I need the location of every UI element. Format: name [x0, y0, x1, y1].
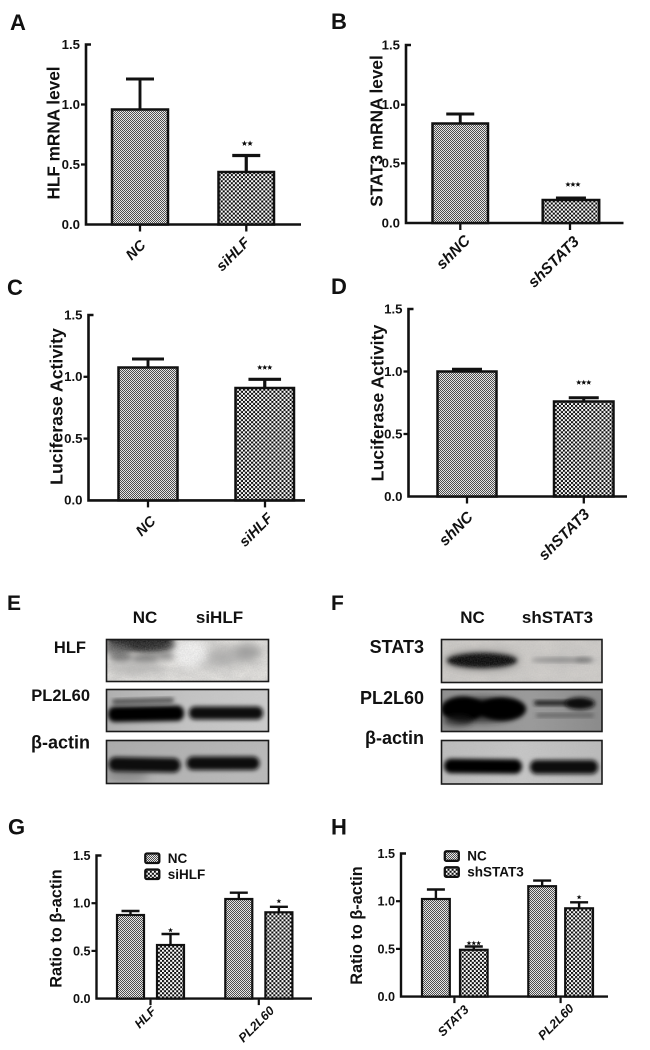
svg-text:NC: NC: [168, 851, 188, 866]
svg-text:1.5: 1.5: [382, 37, 400, 52]
svg-text:0.5: 0.5: [382, 156, 400, 171]
svg-text:C: C: [7, 275, 23, 300]
svg-text:0.0: 0.0: [73, 992, 91, 1006]
svg-text:E: E: [7, 592, 21, 615]
svg-text:shSTAT3: shSTAT3: [522, 608, 593, 627]
svg-text:shSTAT3: shSTAT3: [467, 865, 524, 880]
svg-text:STAT3: STAT3: [370, 637, 424, 657]
svg-text:NC: NC: [133, 608, 158, 627]
svg-text:siHLF: siHLF: [196, 608, 243, 627]
svg-text:H: H: [331, 815, 347, 840]
svg-text:0.5: 0.5: [64, 431, 82, 446]
svg-text:0.5: 0.5: [73, 944, 91, 958]
svg-text:HLF: HLF: [54, 639, 86, 657]
svg-text:PL2L60: PL2L60: [31, 687, 90, 705]
svg-text:G: G: [8, 815, 25, 840]
svg-text:0.5: 0.5: [384, 426, 402, 441]
svg-text:NC: NC: [467, 849, 487, 864]
svg-text:Ratio to β-actin: Ratio to β-actin: [348, 866, 366, 984]
svg-text:B: B: [331, 9, 347, 34]
svg-text:1.0: 1.0: [64, 369, 82, 384]
svg-text:0.0: 0.0: [64, 493, 82, 508]
svg-text:0.0: 0.0: [382, 215, 400, 230]
svg-text:1.0: 1.0: [382, 97, 400, 112]
svg-text:F: F: [331, 592, 344, 615]
svg-text:D: D: [331, 274, 347, 299]
svg-text:0.5: 0.5: [377, 942, 395, 956]
svg-text:1.0: 1.0: [377, 895, 395, 909]
svg-text:1.0: 1.0: [73, 897, 91, 911]
svg-text:Ratio to β-actin: Ratio to β-actin: [48, 869, 66, 987]
svg-text:HLF mRNA level: HLF mRNA level: [44, 66, 64, 199]
svg-text:β-actin: β-actin: [31, 733, 90, 753]
svg-text:1.0: 1.0: [62, 97, 80, 112]
svg-text:NC: NC: [460, 608, 485, 627]
svg-text:1.5: 1.5: [64, 307, 82, 322]
svg-text:1.5: 1.5: [73, 849, 91, 863]
svg-text:Luciferase Activity: Luciferase Activity: [368, 325, 388, 482]
svg-text:0.0: 0.0: [384, 489, 402, 504]
svg-text:1.5: 1.5: [62, 37, 80, 52]
svg-text:siHLF: siHLF: [168, 867, 206, 882]
svg-text:PL2L60: PL2L60: [360, 688, 424, 708]
svg-text:STAT3 mRNA level: STAT3 mRNA level: [367, 55, 387, 207]
svg-text:A: A: [10, 10, 26, 35]
svg-text:1.5: 1.5: [384, 301, 402, 316]
svg-text:1.5: 1.5: [377, 847, 395, 861]
svg-text:0.5: 0.5: [62, 157, 80, 172]
svg-text:0.0: 0.0: [62, 217, 80, 232]
svg-text:0.0: 0.0: [377, 990, 395, 1004]
svg-text:Luciferase Activity: Luciferase Activity: [47, 328, 67, 485]
svg-text:β-actin: β-actin: [365, 728, 424, 748]
svg-text:1.0: 1.0: [384, 364, 402, 379]
